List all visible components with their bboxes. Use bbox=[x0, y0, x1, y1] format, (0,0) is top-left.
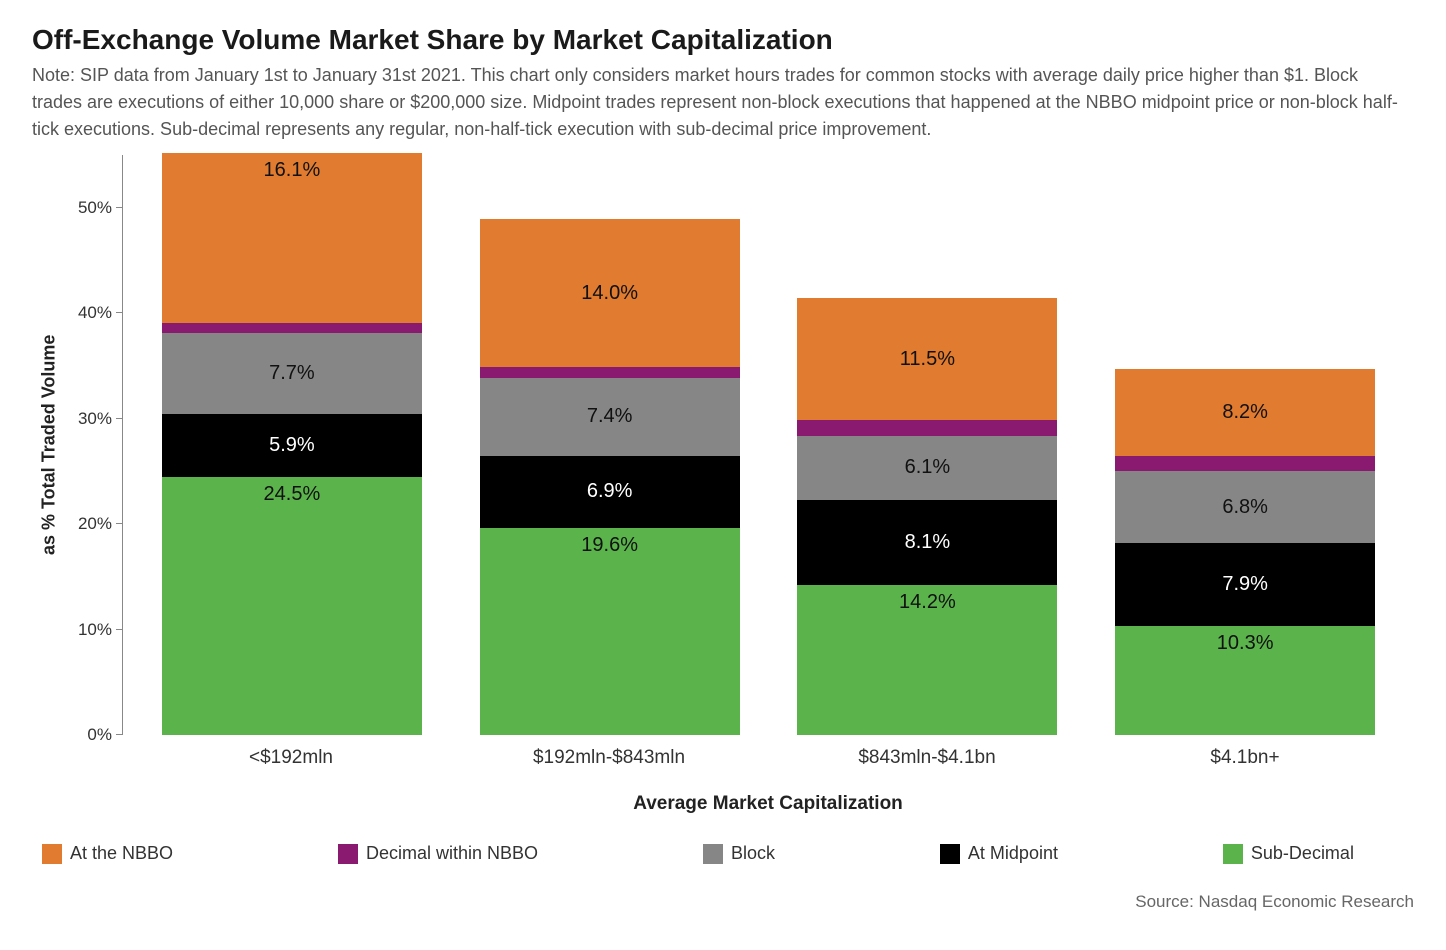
bar-column: 24.5% 5.9%7.7% 16.1% bbox=[162, 153, 422, 735]
bar-segment bbox=[162, 323, 422, 334]
bar-segment: 14.2% bbox=[797, 585, 1057, 735]
bar-segment: 14.0% bbox=[480, 219, 740, 367]
bar-segment: 7.4% bbox=[480, 378, 740, 456]
bar-segment: 5.9% bbox=[162, 414, 422, 476]
x-tick-label: $843mln-$4.1bn bbox=[797, 747, 1057, 769]
y-axis-label: as % Total Traded Volume bbox=[32, 155, 62, 735]
bar-segment-label: 14.2% bbox=[899, 591, 956, 614]
bar-segment: 11.5% bbox=[797, 298, 1057, 419]
bar-segment: 8.1% bbox=[797, 500, 1057, 585]
y-tick-label: 50% bbox=[78, 198, 112, 218]
bar-segment: 6.8% bbox=[1115, 471, 1375, 543]
chart-area: as % Total Traded Volume 0%10%20%30%40%5… bbox=[32, 155, 1414, 735]
bar-segment-label: 19.6% bbox=[581, 534, 638, 557]
plot-area: 24.5% 5.9%7.7% 16.1% 19.6% 6.9%7.4% 14.0% 14.2… bbox=[122, 155, 1414, 735]
bar-segment: 19.6% bbox=[480, 528, 740, 735]
legend-label: Decimal within NBBO bbox=[366, 843, 538, 864]
legend-item: Block bbox=[703, 843, 775, 864]
legend: At the NBBO Decimal within NBBO Block At Mi… bbox=[42, 843, 1414, 864]
bar-segment: 24.5% bbox=[162, 477, 422, 735]
bar-segment: 7.9% bbox=[1115, 543, 1375, 626]
legend-label: At Midpoint bbox=[968, 843, 1058, 864]
y-tick-label: 0% bbox=[87, 725, 112, 745]
x-tick-label: <$192mln bbox=[161, 747, 421, 769]
chart-title: Off-Exchange Volume Market Share by Mark… bbox=[32, 24, 1414, 56]
legend-swatch bbox=[42, 844, 62, 864]
bar-segment: 10.3% bbox=[1115, 626, 1375, 735]
legend-swatch bbox=[703, 844, 723, 864]
bar-segment-label: 16.1% bbox=[264, 159, 321, 182]
bar-column: 14.2% 8.1%6.1% 11.5% bbox=[797, 298, 1057, 735]
x-tick-label: $4.1bn+ bbox=[1115, 747, 1375, 769]
bar-column: 10.3% 7.9%6.8% 8.2% bbox=[1115, 369, 1375, 735]
y-tick-label: 30% bbox=[78, 409, 112, 429]
x-axis: <$192mln $192mln-$843mln $843mln-$4.1bn $4.… bbox=[122, 735, 1414, 769]
bar-column: 19.6% 6.9%7.4% 14.0% bbox=[480, 219, 740, 735]
bar-segment: 6.1% bbox=[797, 436, 1057, 500]
legend-swatch bbox=[940, 844, 960, 864]
bar-segment: 16.1% bbox=[162, 153, 422, 323]
legend-item: At Midpoint bbox=[940, 843, 1058, 864]
bar-segment: 8.2% bbox=[1115, 369, 1375, 455]
legend-swatch bbox=[338, 844, 358, 864]
source-attribution: Source: Nasdaq Economic Research bbox=[32, 892, 1414, 912]
y-tick-label: 40% bbox=[78, 303, 112, 323]
bar-segment bbox=[480, 367, 740, 378]
legend-item: Decimal within NBBO bbox=[338, 843, 538, 864]
legend-swatch bbox=[1223, 844, 1243, 864]
x-tick-label: $192mln-$843mln bbox=[479, 747, 739, 769]
bar-segment-label: 24.5% bbox=[264, 483, 321, 506]
bar-segment: 7.7% bbox=[162, 333, 422, 414]
bar-segment: 6.9% bbox=[480, 456, 740, 529]
legend-item: At the NBBO bbox=[42, 843, 173, 864]
chart-note: Note: SIP data from January 1st to Janua… bbox=[32, 62, 1412, 143]
bar-segment bbox=[797, 420, 1057, 436]
legend-label: Sub-Decimal bbox=[1251, 843, 1354, 864]
bar-segment-label: 10.3% bbox=[1217, 632, 1274, 655]
y-tick-label: 20% bbox=[78, 514, 112, 534]
x-axis-label: Average Market Capitalization bbox=[122, 793, 1414, 815]
y-tick-label: 10% bbox=[78, 620, 112, 640]
legend-label: Block bbox=[731, 843, 775, 864]
bar-segment bbox=[1115, 456, 1375, 472]
legend-label: At the NBBO bbox=[70, 843, 173, 864]
y-axis: 0%10%20%30%40%50% bbox=[62, 155, 122, 735]
legend-item: Sub-Decimal bbox=[1223, 843, 1354, 864]
